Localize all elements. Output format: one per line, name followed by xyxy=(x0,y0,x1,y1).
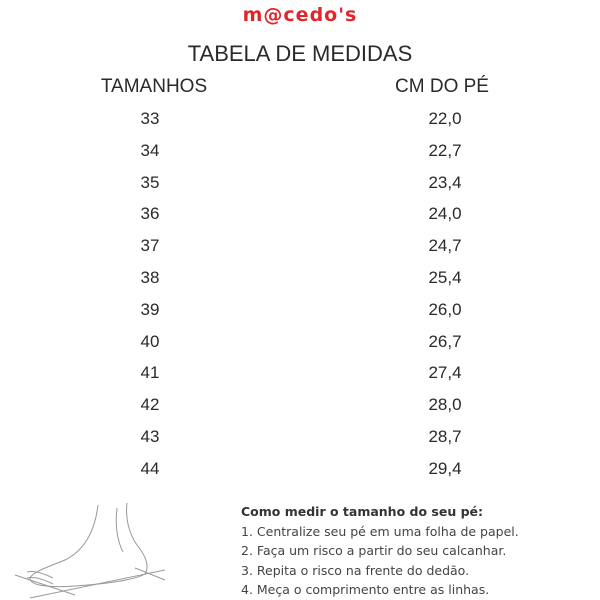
instruction-step: 4. Meça o comprimento entre as linhas. xyxy=(241,582,490,597)
size-cell: 39 xyxy=(140,299,160,319)
instruction-step: 2. Faça um risco a partir do seu calcanh… xyxy=(241,543,507,558)
cm-cell: 22,7 xyxy=(428,140,462,160)
size-cell: 40 xyxy=(140,331,160,351)
cm-cell: 22,0 xyxy=(428,109,462,128)
cm-cell: 23,4 xyxy=(428,172,462,192)
instruction-step: 3. Repita o risco na frente do dedão. xyxy=(241,562,470,578)
size-cell: 36 xyxy=(140,204,160,224)
instructions-heading: Como medir o tamanho do seu pé: xyxy=(241,504,484,519)
brand-logo: m@cedo's xyxy=(242,4,358,26)
size-cell: 41 xyxy=(140,363,160,383)
cm-cell: 24,0 xyxy=(428,204,462,224)
size-cell: 42 xyxy=(140,395,160,415)
instruction-step: 1. Centralize seu pé em uma folha de pap… xyxy=(241,523,519,539)
header-cm: CM DO PÉ xyxy=(395,76,489,97)
header-sizes: TAMANHOS xyxy=(100,76,208,97)
size-cell: 33 xyxy=(140,109,160,128)
page-title: TABELA DE MEDIDAS xyxy=(187,41,413,66)
cm-cell: 24,7 xyxy=(428,236,462,256)
size-cell: 37 xyxy=(140,236,160,256)
size-cell: 38 xyxy=(140,268,160,287)
size-cell: 44 xyxy=(140,458,160,478)
cm-cell: 26,7 xyxy=(428,331,462,351)
cm-cell: 28,0 xyxy=(428,395,462,415)
cm-cell: 26,0 xyxy=(428,299,462,319)
measure-instructions: Como medir o tamanho do seu pé: 1. Centr… xyxy=(241,502,519,600)
foot-illustration-icon xyxy=(14,502,166,599)
cm-cell: 27,4 xyxy=(428,363,462,383)
cm-cell: 25,4 xyxy=(428,268,462,287)
size-cell: 43 xyxy=(140,427,160,446)
cm-cell: 29,4 xyxy=(428,458,462,478)
size-cell: 35 xyxy=(140,172,160,192)
size-cell: 34 xyxy=(140,140,160,160)
cm-cell: 28,7 xyxy=(428,427,462,446)
